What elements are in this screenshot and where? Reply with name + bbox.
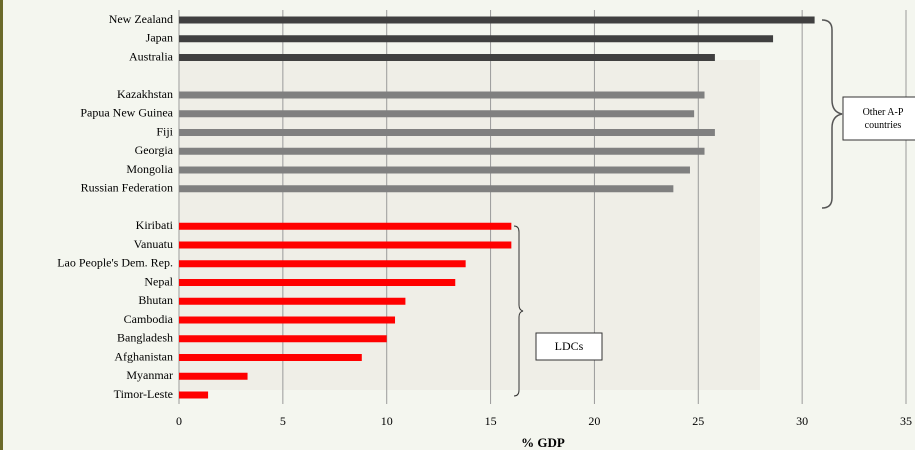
bar [179, 260, 466, 268]
x-axis-label: % GDP [521, 435, 565, 450]
y-tick-label: Mongolia [126, 162, 173, 176]
bar [179, 110, 695, 118]
grid [178, 10, 907, 404]
y-tick-label: Afghanistan [114, 349, 173, 363]
bar [179, 35, 774, 43]
bar [179, 166, 690, 174]
y-tick-label: Papua New Guinea [80, 106, 173, 120]
y-tick-label: Fiji [156, 124, 173, 138]
bar [179, 185, 674, 193]
bar [179, 222, 512, 230]
x-tick-label: 10 [381, 414, 393, 428]
y-tick-label: Nepal [144, 274, 173, 288]
bar [179, 241, 512, 249]
y-tick-label: Georgia [135, 143, 174, 157]
x-tick-label: 30 [796, 414, 808, 428]
left-strip [0, 0, 3, 450]
y-tick-label: Myanmar [126, 368, 173, 382]
x-tick-label: 35 [900, 414, 912, 428]
x-tick-label: 15 [485, 414, 497, 428]
bar [179, 147, 705, 155]
annotation-box [535, 332, 603, 361]
bar [179, 391, 209, 399]
bar [179, 54, 715, 61]
x-tick-label: 25 [692, 414, 704, 428]
bars [179, 16, 815, 399]
bar [179, 129, 715, 136]
annotation-container: Other A-P countries [862, 107, 904, 131]
y-tick-label: Vanuatu [134, 237, 173, 251]
y-tick-label: Japan [146, 31, 173, 45]
y-tick-label: Russian Federation [81, 181, 173, 195]
bar [179, 335, 387, 343]
y-tick-label: Cambodia [124, 312, 174, 326]
y-tick-label: Bangladesh [117, 331, 173, 345]
bar [179, 354, 362, 361]
bar [179, 372, 248, 380]
bar [179, 16, 815, 24]
x-tick-label: 5 [280, 414, 286, 428]
annotation: Other A-P countries [862, 107, 904, 131]
y-tick-label: Bhutan [138, 293, 173, 307]
x-tick-label: 0 [176, 414, 182, 428]
annotation: LDCs [555, 339, 584, 353]
y-tick-label: Timor-Leste [114, 387, 173, 401]
y-tick-label: Kazakhstan [117, 87, 173, 101]
y-tick-label: New Zealand [109, 12, 173, 26]
brace [821, 19, 843, 209]
y-tick-label: Lao People's Dem. Rep. [57, 256, 173, 270]
bar [179, 297, 406, 305]
bar [179, 316, 396, 324]
bar [179, 91, 705, 99]
brace [513, 225, 524, 397]
y-tick-label: Australia [129, 49, 174, 63]
y-tick-label: Kiribati [136, 218, 174, 232]
x-tick-label: 20 [588, 414, 600, 428]
annotation-box [842, 96, 915, 141]
bar [179, 279, 456, 286]
